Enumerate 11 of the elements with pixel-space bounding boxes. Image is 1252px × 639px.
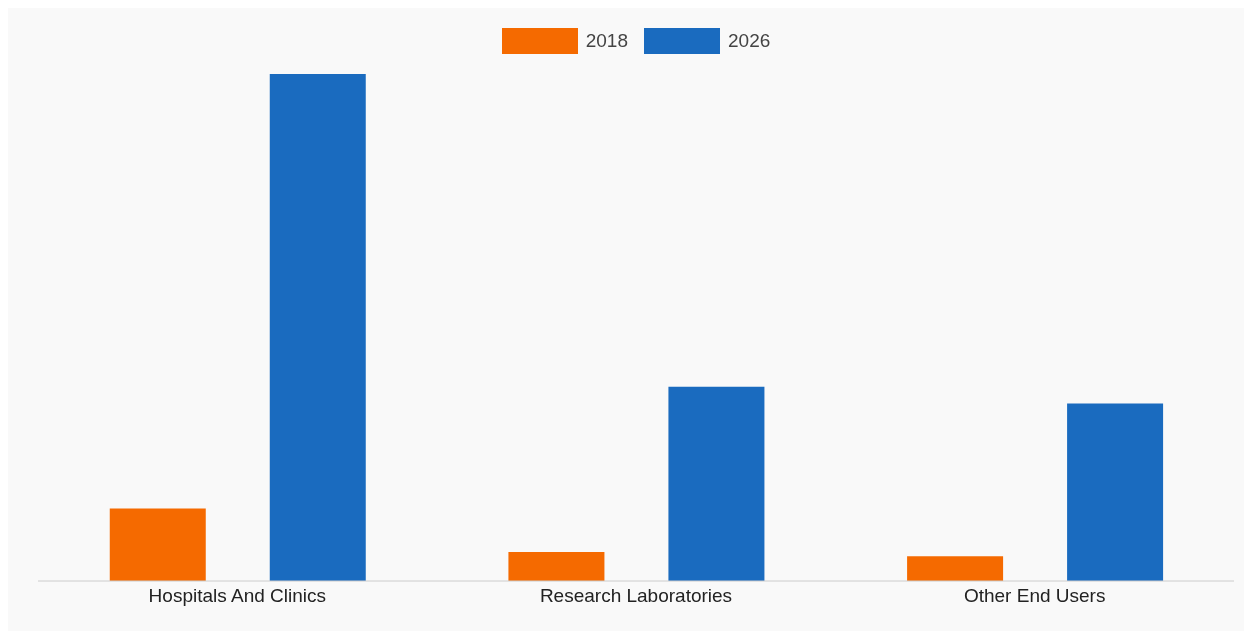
bar <box>907 556 1004 581</box>
bar <box>668 386 765 581</box>
legend-label: 2018 <box>585 30 628 52</box>
x-tick-label: Other End Users <box>963 585 1106 607</box>
bar <box>269 74 366 581</box>
bar <box>508 552 605 581</box>
bar <box>109 508 206 581</box>
legend-label: 2026 <box>728 30 771 52</box>
x-tick-label: Research Laboratories <box>539 585 733 607</box>
bar <box>1067 403 1164 581</box>
x-tick-label: Hospitals And Clinics <box>148 585 327 607</box>
